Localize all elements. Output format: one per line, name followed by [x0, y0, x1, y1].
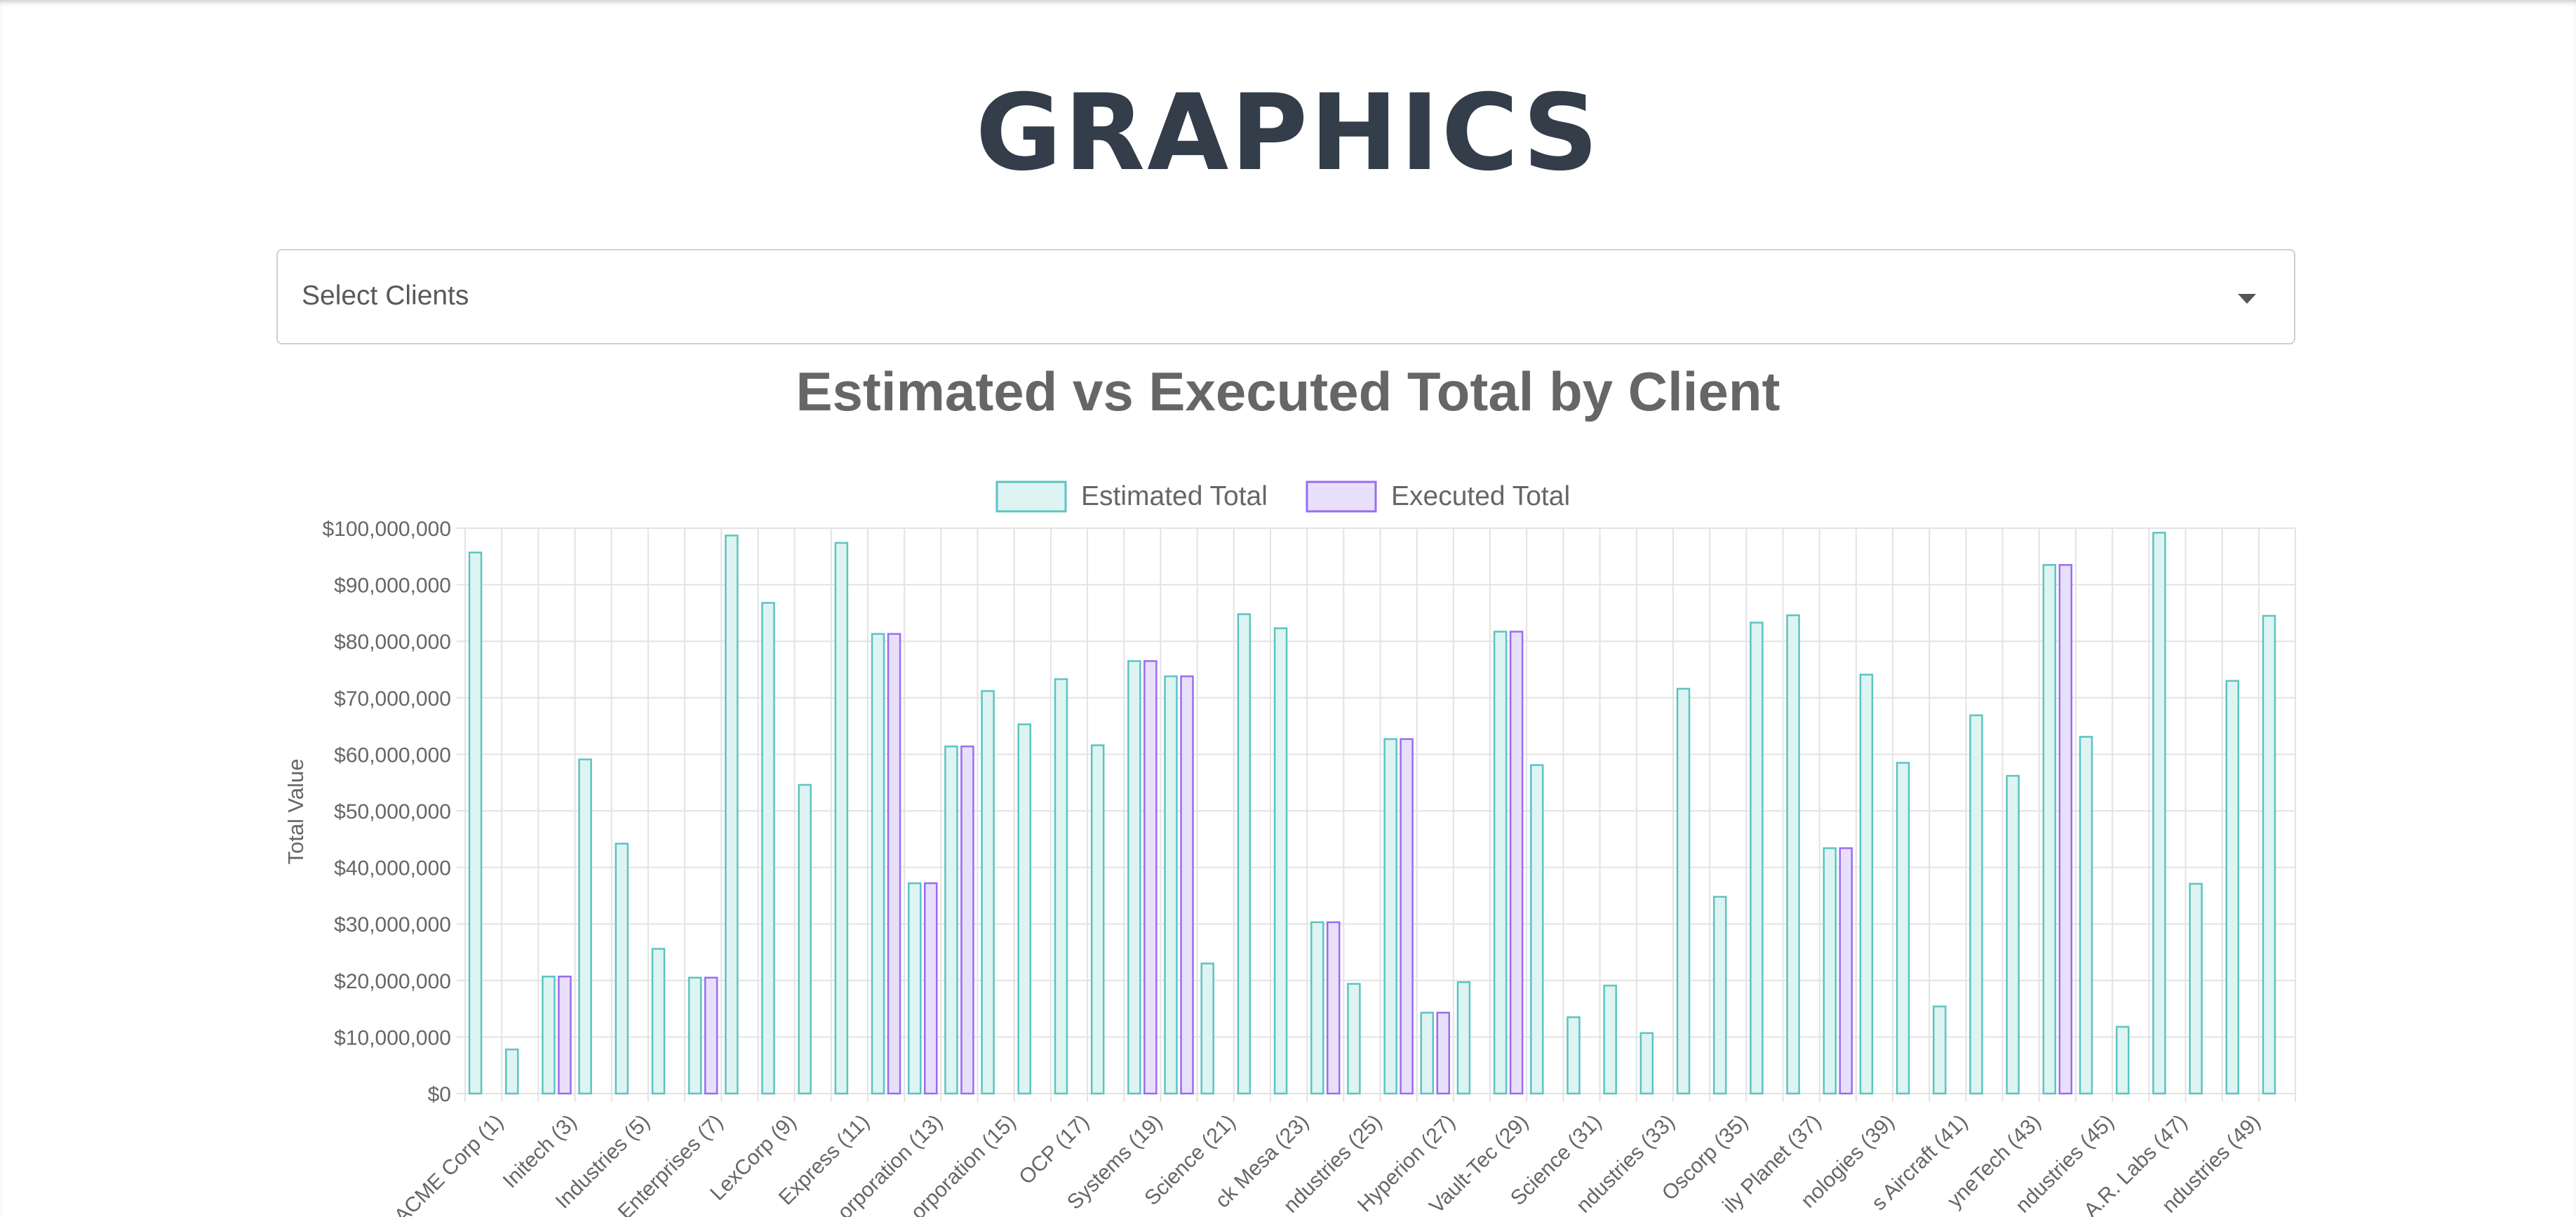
bar-estimated[interactable] — [578, 758, 592, 1095]
bar-estimated[interactable] — [1786, 614, 1800, 1095]
bar-executed[interactable] — [887, 633, 901, 1095]
bar-estimated[interactable] — [1273, 627, 1288, 1095]
bar-executed[interactable] — [924, 882, 938, 1095]
y-tick-label: $100,000,000 — [322, 518, 451, 541]
bar-estimated[interactable] — [1054, 678, 1068, 1095]
y-tick-label: $80,000,000 — [334, 631, 451, 654]
bar-estimated[interactable] — [615, 842, 629, 1095]
bar-estimated[interactable] — [1639, 1032, 1654, 1095]
bar-estimated[interactable] — [1420, 1011, 1435, 1095]
bar-estimated[interactable] — [1200, 962, 1214, 1095]
legend-label-executed: Executed Total — [1391, 481, 1570, 511]
bar-estimated[interactable] — [2115, 1026, 2130, 1095]
bar-executed[interactable] — [1400, 738, 1414, 1095]
bar-executed[interactable] — [1509, 631, 1524, 1095]
bar-executed[interactable] — [2058, 564, 2073, 1095]
page-title: GRAPHICS — [975, 72, 1601, 194]
bar-estimated[interactable] — [687, 976, 702, 1095]
bar-estimated[interactable] — [1933, 1005, 1947, 1095]
x-tick-label: OCP (17) — [1014, 1110, 1094, 1190]
bar-estimated[interactable] — [505, 1048, 519, 1095]
bar-estimated[interactable] — [798, 784, 812, 1095]
bar-estimated[interactable] — [1567, 1016, 1581, 1095]
bar-estimated[interactable] — [1750, 621, 1764, 1095]
legend-swatch-estimated — [995, 480, 1067, 513]
bar-executed[interactable] — [1326, 921, 1341, 1095]
y-tick-label: $0 — [428, 1083, 451, 1106]
y-axis-label: Total Value — [283, 758, 308, 864]
bar-estimated[interactable] — [2079, 736, 2093, 1095]
legend-item-estimated[interactable]: Estimated Total — [995, 480, 1268, 513]
bar-estimated[interactable] — [1859, 673, 1874, 1095]
bar-estimated[interactable] — [542, 975, 556, 1095]
y-tick-label: $60,000,000 — [334, 744, 451, 767]
y-tick-label: $70,000,000 — [334, 687, 451, 711]
chart-legend: Estimated Total Executed Total — [995, 480, 1570, 513]
y-tick-label: $40,000,000 — [334, 857, 451, 880]
bar-estimated[interactable] — [2152, 532, 2166, 1095]
y-tick-label: $90,000,000 — [334, 574, 451, 598]
bar-estimated[interactable] — [2262, 614, 2276, 1095]
bar-estimated[interactable] — [761, 602, 775, 1095]
bar-estimated[interactable] — [1383, 738, 1397, 1095]
x-axis-ticks: ACME Corp (1)Initech (3)Industries (5)En… — [390, 1110, 2265, 1217]
bar-executed[interactable] — [1180, 675, 1194, 1095]
y-tick-label: $50,000,000 — [334, 800, 451, 823]
bar-executed[interactable] — [704, 976, 718, 1095]
y-tick-label: $30,000,000 — [334, 913, 451, 936]
bar-executed[interactable] — [1143, 660, 1158, 1095]
client-select[interactable]: Select Clients — [276, 249, 2295, 344]
bar-chart: Estimated vs Executed Total by Client Es… — [283, 361, 2296, 1217]
bar-estimated[interactable] — [1493, 631, 1508, 1095]
bar-estimated[interactable] — [1896, 762, 1910, 1095]
bar-estimated[interactable] — [2042, 564, 2057, 1095]
bar-estimated[interactable] — [1969, 714, 1983, 1095]
legend-swatch-executed — [1306, 480, 1377, 513]
chevron-down-icon[interactable] — [2238, 294, 2256, 304]
bar-estimated[interactable] — [1676, 687, 1691, 1095]
legend-label-estimated: Estimated Total — [1081, 481, 1268, 511]
legend-item-executed[interactable]: Executed Total — [1306, 480, 1570, 513]
bar-estimated[interactable] — [1712, 896, 1727, 1095]
bar-estimated[interactable] — [1456, 981, 1471, 1095]
bar-estimated[interactable] — [1017, 723, 1032, 1095]
bar-estimated[interactable] — [871, 633, 885, 1095]
bar-executed[interactable] — [960, 745, 974, 1095]
bar-estimated[interactable] — [1310, 921, 1324, 1095]
chart-bars — [468, 532, 2276, 1095]
bar-estimated[interactable] — [1603, 984, 1617, 1095]
bar-estimated[interactable] — [1127, 660, 1141, 1095]
bar-estimated[interactable] — [651, 948, 666, 1095]
bar-estimated[interactable] — [725, 534, 739, 1095]
chart-title: Estimated vs Executed Total by Client — [796, 361, 1780, 422]
bar-estimated[interactable] — [908, 882, 922, 1095]
bar-estimated[interactable] — [834, 542, 849, 1095]
bar-estimated[interactable] — [2189, 882, 2203, 1095]
y-axis-ticks: $0 $10,000,000 $20,000,000 $30,000,000 $40,0… — [322, 518, 451, 1106]
bar-estimated[interactable] — [1237, 613, 1252, 1095]
y-tick-label: $20,000,000 — [334, 970, 451, 993]
bar-estimated[interactable] — [1164, 675, 1178, 1095]
bar-executed[interactable] — [558, 975, 572, 1095]
bar-estimated[interactable] — [2006, 774, 2020, 1095]
bar-estimated[interactable] — [1347, 983, 1361, 1095]
bar-estimated[interactable] — [468, 551, 483, 1095]
bar-estimated[interactable] — [2225, 680, 2239, 1095]
bar-executed[interactable] — [1839, 847, 1853, 1095]
bar-estimated[interactable] — [1823, 847, 1837, 1095]
bar-estimated[interactable] — [981, 690, 995, 1095]
client-select-placeholder: Select Clients — [302, 281, 469, 311]
bar-executed[interactable] — [1436, 1011, 1451, 1095]
bar-estimated[interactable] — [1530, 764, 1544, 1095]
bar-estimated[interactable] — [944, 745, 958, 1095]
y-tick-label: $10,000,000 — [334, 1026, 451, 1049]
x-tick-label: ACME Corp (1) — [390, 1110, 508, 1217]
bar-estimated[interactable] — [1090, 744, 1105, 1095]
